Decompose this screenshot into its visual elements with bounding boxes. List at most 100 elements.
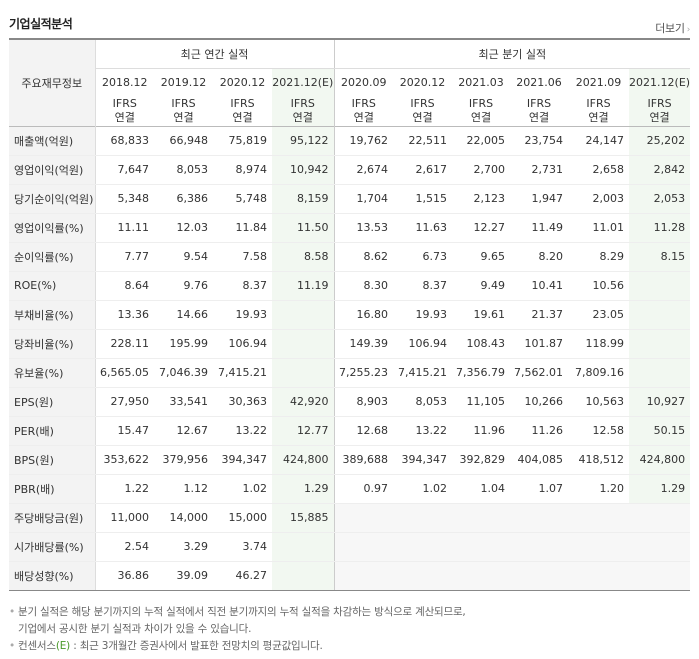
ifrs-top: IFRS [351,97,376,111]
table-cell: 2,842 [629,155,691,185]
table-cell [510,502,569,533]
row-label: 당기순이익(억원) [9,184,96,214]
table-cell: 23,754 [510,125,569,156]
ifrs-bottom: 연결 [649,111,670,125]
table-cell: 9.76 [154,271,213,301]
table-cell: 36.86 [95,561,154,591]
table-row: PBR(배) 1.22 1.12 1.02 1.29 0.97 1.02 1.04 1.07 1.… [9,474,691,504]
table-cell [272,358,335,388]
table-cell: 8.20 [510,242,569,272]
table-cell [272,299,335,330]
row-label: 부채비율(%) [9,299,96,330]
period-header: 2021.12(E) [272,68,335,97]
table-cell: 1.29 [629,474,691,504]
ifrs-bottom: 연결 [412,111,433,125]
table-cell: 9.49 [452,271,511,301]
ifrs-label: IFRS 연결 [154,97,213,126]
table-cell: 11.19 [272,271,335,301]
group-annual-header: 최근 연간 실적 [95,39,335,69]
table-cell: 11.26 [510,416,569,446]
table-cell: 15,000 [213,502,272,533]
table-cell: 2,674 [333,155,394,185]
table-cell: 5,748 [213,184,272,214]
table-cell: 7,647 [95,155,154,185]
table-cell [393,532,453,562]
table-cell: 379,956 [154,445,213,475]
table-cell: 15.47 [95,416,154,446]
table-cell: 10,942 [272,155,335,185]
table-cell: 8.58 [272,242,335,272]
table-cell: 2,003 [568,184,630,214]
table-row: 시가배당률(%) 2.54 3.29 3.74 [9,532,691,562]
table-cell [629,299,691,330]
row-label: 유보율(%) [9,358,96,388]
table-cell: 8,974 [213,155,272,185]
ifrs-top: IFRS [112,97,137,111]
table-cell: 10,563 [568,386,630,417]
table-row: 당좌비율(%) 228.11 195.99 106.94 149.39 106.94 108… [9,329,691,359]
table-cell: 19.93 [213,299,272,330]
table-cell [393,502,453,533]
ifrs-top: IFRS [410,97,435,111]
ifrs-bottom: 연결 [470,111,492,125]
table-cell [452,561,511,591]
section-title: 기업실적분석 [9,17,73,31]
table-cell: 1,515 [393,184,453,214]
table-cell: 9.54 [154,242,213,272]
table-cell: 3.29 [154,532,213,562]
table-cell: 11,105 [452,386,511,417]
table-cell: 13.22 [213,416,272,446]
table-cell: 1.02 [213,474,272,504]
table-cell: 8,903 [333,386,394,417]
ifrs-label: IFRS 연결 [213,97,272,126]
period-header: 2021.06 [516,76,562,90]
table-cell: 7,809.16 [568,358,630,388]
table-cell: 13.36 [95,299,154,330]
table-cell [629,329,691,359]
table-cell: 7,415.21 [213,358,272,388]
row-label: PBR(배) [9,474,96,504]
table-cell: 23.05 [568,299,630,330]
table-row: 당기순이익(억원) 5,348 6,386 5,748 8,159 1,704 1,515 2… [9,184,691,214]
table-cell: 424,800 [272,445,335,475]
table-cell: 12.58 [568,416,630,446]
table-cell: 3.74 [213,532,272,562]
ifrs-bottom: 연결 [173,111,194,125]
table-cell [629,532,691,562]
table-cell: 1.04 [452,474,511,504]
table-cell: 24,147 [568,125,630,156]
table-cell [568,532,630,562]
table-cell: 27,950 [95,386,154,417]
table-cell: 1.12 [154,474,213,504]
row-label: 당좌비율(%) [9,329,96,359]
note-line-2: 기업에서 공시한 분기 실적과 차이가 있을 수 있습니다. [18,623,252,635]
more-link[interactable]: 더보기 › [655,20,690,36]
table-cell: 50.15 [629,416,691,446]
table-cell: 11.28 [629,212,691,243]
ifrs-top: IFRS [586,97,611,111]
table-cell: 13.53 [333,212,394,243]
table-cell: 118.99 [568,329,630,359]
table-cell: 8,053 [393,386,453,417]
table-cell: 1,947 [510,184,569,214]
table-cell: 2,617 [393,155,453,185]
table-cell: 195.99 [154,329,213,359]
financial-table: 주요재무정보 최근 연간 실적 최근 분기 실적 2018.12 2019.12 2… [9,38,691,591]
row-label: PER(배) [9,416,96,446]
table-cell: 16.80 [333,299,394,330]
table-cell [272,532,335,562]
row-label: 매출액(억원) [9,125,96,156]
table-cell: 11.49 [510,212,569,243]
period-header: 2020.12 [219,76,266,90]
table-row: 영업이익(억원) 7,647 8,053 8,974 10,942 2,674 2,617 2… [9,155,691,185]
ifrs-bottom: 연결 [588,111,609,125]
table-cell [629,271,691,301]
table-cell [272,329,335,359]
ifrs-bottom: 연결 [528,111,550,125]
table-cell: 8.62 [333,242,394,272]
ifrs-label: IFRS 연결 [95,97,154,126]
table-cell: 68,833 [95,125,154,156]
table-cell: 7.77 [95,242,154,272]
row-label: 영업이익률(%) [9,212,96,243]
ifrs-top: IFRS [647,97,672,111]
